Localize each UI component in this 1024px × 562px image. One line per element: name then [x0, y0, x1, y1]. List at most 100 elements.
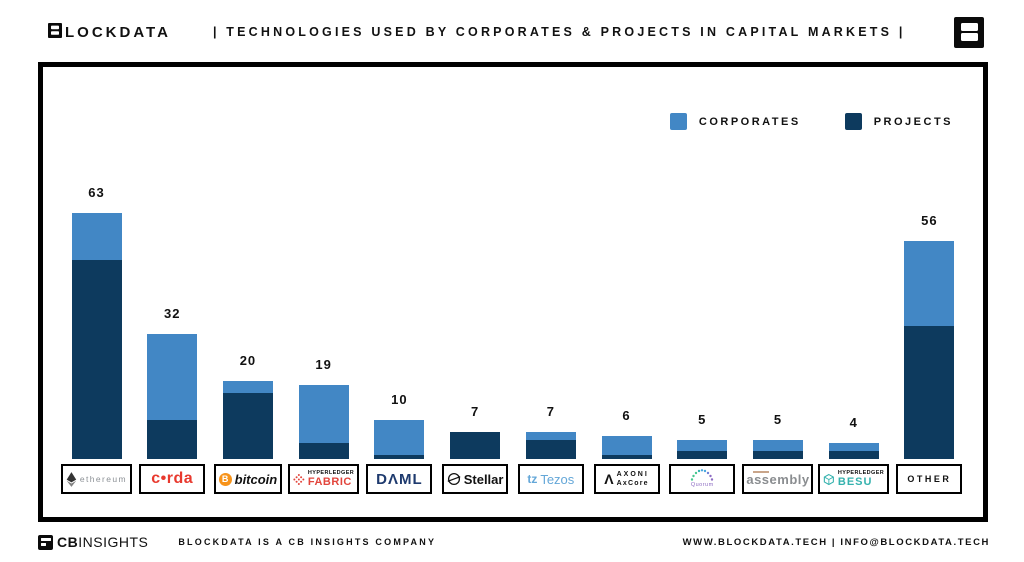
projects-segment: [904, 326, 955, 459]
stacked-bar-hyperledger-fabric: [298, 384, 349, 459]
assembly-overline: [753, 470, 770, 473]
projects-segment: [71, 260, 122, 459]
chart-column-tezos: 7 tz Tezos: [515, 404, 586, 494]
axoni-lambda-icon: Λ: [604, 471, 614, 487]
assembly-text: assembly: [746, 470, 810, 487]
corporates-segment: [147, 334, 198, 420]
stacked-bar-daml: [374, 420, 425, 459]
category-label-corda: c•rda: [139, 464, 206, 494]
blockdata-logo: LOCKDATA: [48, 22, 171, 42]
stacked-bar-axoni: [601, 435, 652, 459]
legend-label: CORPORATES: [698, 115, 801, 128]
bar-total-label: 7: [470, 403, 480, 419]
corda-text: c•rda: [151, 470, 194, 487]
legend-item-corporates: CORPORATES: [669, 113, 801, 130]
corporates-segment: [525, 431, 576, 440]
cb-bold-text: CB: [57, 534, 79, 550]
corporates-swatch-icon: [669, 113, 687, 130]
stacked-bar-quorum: [677, 439, 728, 459]
stacked-bar-stellar: [450, 431, 501, 459]
category-label-daml: DΛML: [366, 464, 433, 494]
category-label-stellar: Stellar: [441, 464, 509, 494]
category-label-hyperledger-fabric: HYPERLEDGER FABRIC: [288, 464, 360, 494]
footer: CBINSIGHTS BLOCKDATA IS A CB INSIGHTS CO…: [38, 530, 990, 554]
besu-text: BESU: [837, 475, 873, 488]
footer-tagline: BLOCKDATA IS A CB INSIGHTS COMPANY: [178, 537, 437, 547]
tezos-text: Tezos: [540, 471, 575, 487]
stellar-text: Stellar: [463, 471, 504, 487]
chart-legend: CORPORATES PROJECTS: [669, 113, 953, 130]
hyperledger-text: HYPERLEDGER: [307, 469, 355, 476]
stacked-bar-bitcoin: [222, 381, 273, 459]
logo-slot: [960, 33, 978, 41]
bar-total-label: 4: [849, 415, 858, 431]
besu-cube-icon: [823, 473, 835, 485]
projects-segment: [450, 431, 501, 459]
chart-column-assembly: 5 assembly: [742, 411, 814, 494]
category-label-other: OTHER: [896, 464, 963, 494]
projects-segment: [374, 455, 425, 459]
stacked-bar-assembly: [752, 439, 803, 459]
corporates-segment: [71, 213, 122, 261]
chart-frame: CORPORATES PROJECTS 63 ethereum 32 c•rda…: [38, 62, 988, 522]
corporates-segment: [374, 420, 425, 456]
bar-total-label: 5: [773, 411, 783, 427]
bar-total-label: 56: [921, 212, 938, 228]
category-label-bitcoin: B bitcoin: [213, 464, 283, 494]
footer-contact: WWW.BLOCKDATA.TECH | INFO@BLOCKDATA.TECH: [682, 536, 990, 548]
category-label-hyperledger-besu: HYPERLEDGER BESU: [818, 464, 890, 494]
cb-thin-text: INSIGHTS: [78, 534, 149, 550]
cbinsights-icon: [38, 534, 53, 550]
projects-segment: [525, 439, 576, 459]
chart-column-bitcoin: 20 B bitcoin: [212, 353, 283, 494]
bitcoin-coin-icon: B: [218, 472, 232, 486]
corporates-segment: [222, 381, 273, 393]
category-label-tezos: tz Tezos: [517, 464, 584, 494]
projects-segment: [222, 392, 273, 459]
bar-total-label: 7: [546, 403, 555, 419]
fabric-text: FABRIC: [307, 475, 352, 488]
other-text: OTHER: [907, 473, 952, 484]
bar-total-label: 10: [391, 392, 408, 408]
bar-total-label: 32: [163, 306, 181, 322]
legend-label: PROJECTS: [873, 115, 953, 128]
legend-item-projects: PROJECTS: [844, 113, 953, 130]
brand-text: LOCKDATA: [65, 23, 171, 41]
bar-total-label: 20: [239, 353, 257, 369]
bar-chart: 63 ethereum 32 c•rda 20 B bitcoin 19: [61, 185, 965, 494]
fabric-lattice-icon: [293, 473, 305, 485]
stacked-bar-ethereum: [71, 213, 122, 459]
daml-text: DΛML: [376, 470, 423, 488]
corporates-segment: [601, 435, 652, 456]
corporates-segment: [677, 439, 728, 452]
chart-column-corda: 32 c•rda: [137, 306, 208, 494]
bitcoin-text: bitcoin: [234, 471, 278, 487]
quorum-text: Quorum: [690, 482, 714, 489]
corporates-segment: [298, 384, 349, 444]
bar-total-label: 6: [622, 407, 631, 423]
projects-segment: [752, 451, 803, 459]
header: LOCKDATA | TECHNOLOGIES USED BY CORPORAT…: [48, 14, 984, 50]
blockdata-mark-icon: [954, 16, 984, 48]
category-label-quorum: Quorum: [669, 464, 736, 494]
hyperledger-text: HYPERLEDGER: [837, 469, 885, 476]
logo-slot: [960, 23, 978, 31]
tezos-symbol: tz: [527, 472, 538, 486]
page-title: | TECHNOLOGIES USED BY CORPORATES & PROJ…: [212, 25, 906, 39]
ethereum-diamond-icon: [66, 471, 77, 487]
stacked-bar-corda: [147, 334, 198, 459]
projects-segment: [147, 420, 198, 459]
corporates-segment: [752, 439, 803, 452]
category-label-ethereum: ethereum: [61, 464, 132, 494]
chart-column-hyperledger-besu: 4 HYPERLEDGER BESU: [818, 415, 890, 494]
chart-column-ethereum: 63 ethereum: [61, 185, 132, 494]
ethereum-text: ethereum: [79, 473, 127, 484]
stacked-bar-other: [904, 240, 955, 459]
bar-total-label: 19: [315, 356, 332, 372]
chart-column-other: 56 OTHER: [894, 213, 965, 494]
stacked-bar-tezos: [525, 431, 576, 459]
chart-column-quorum: 5 Quorum: [667, 412, 738, 494]
cbinsights-logo: CBINSIGHTS: [38, 534, 148, 550]
corporates-segment: [904, 240, 955, 327]
